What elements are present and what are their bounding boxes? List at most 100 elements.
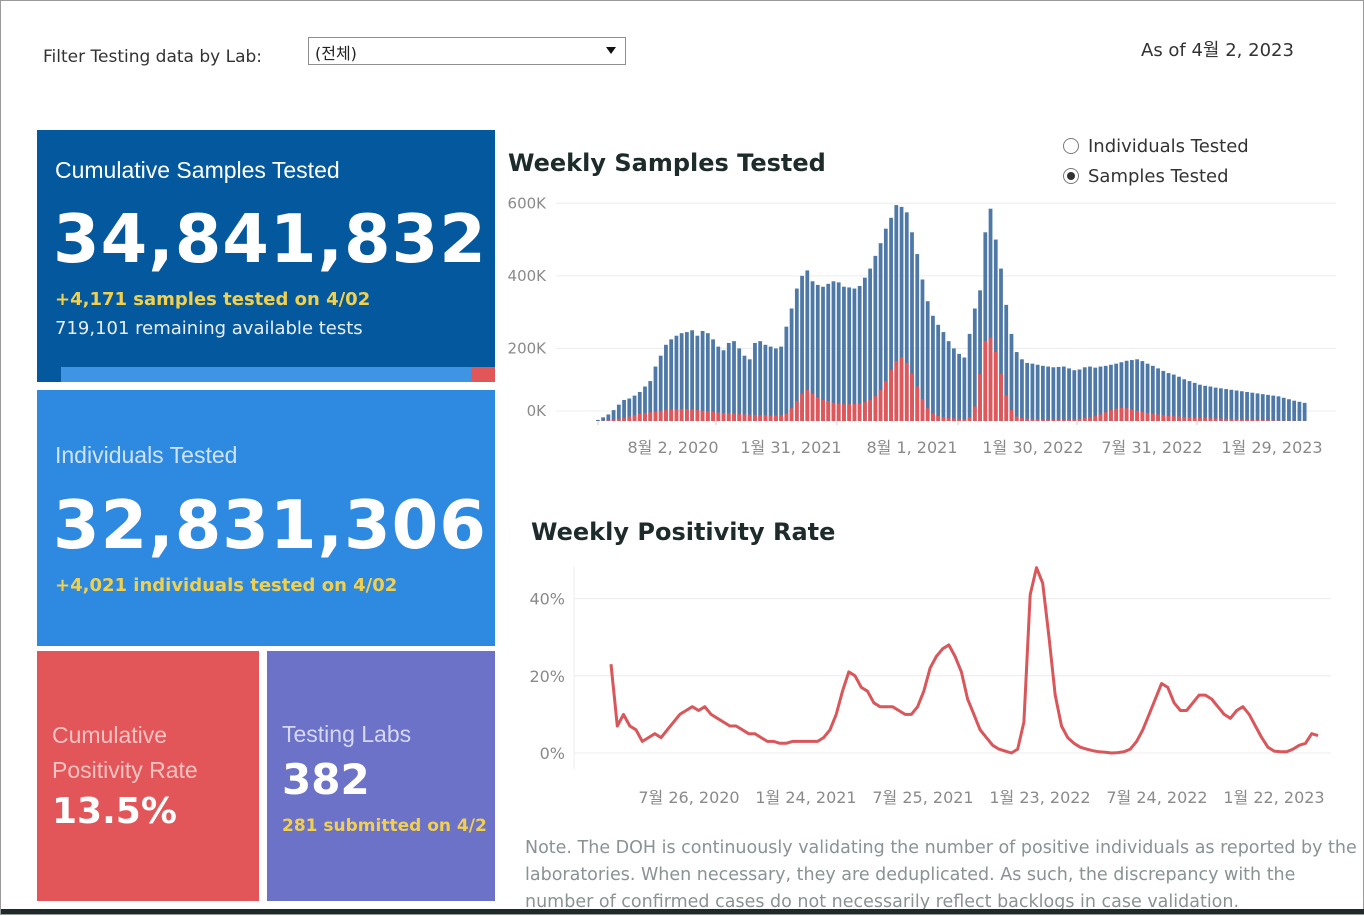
- positive-bar: [748, 415, 752, 421]
- positive-bar: [1031, 419, 1035, 421]
- samples-bar: [1031, 364, 1035, 421]
- positive-bar: [921, 399, 925, 421]
- positive-bar: [1261, 420, 1265, 421]
- positive-bar: [1067, 419, 1071, 421]
- caret-down-icon[interactable]: [606, 47, 616, 54]
- samples-bar: [1167, 373, 1171, 421]
- samples-bar: [926, 301, 930, 421]
- positive-bar: [879, 390, 883, 421]
- cumulative-samples-card: Cumulative Samples Tested 34,841,832 +4,…: [37, 130, 495, 382]
- positive-bar: [669, 410, 673, 421]
- positive-bar: [1041, 420, 1045, 421]
- positive-bar: [1177, 417, 1181, 421]
- positive-bar: [1188, 417, 1192, 421]
- positive-bar: [1125, 408, 1129, 421]
- data-note: Note. The DOH is continuously validating…: [525, 835, 1360, 916]
- positive-bar: [1256, 420, 1260, 421]
- samples-bar: [952, 348, 956, 421]
- positive-bar: [973, 406, 977, 421]
- positive-bar: [1167, 416, 1171, 421]
- positive-bar: [889, 370, 893, 421]
- toggle-label: Individuals Tested: [1088, 136, 1249, 157]
- lab-filter-dropdown[interactable]: (전체): [308, 37, 626, 65]
- samples-bar: [706, 333, 710, 421]
- samples-bar: [832, 281, 836, 421]
- samples-bar: [1015, 352, 1019, 421]
- positive-bar: [847, 404, 851, 421]
- positive-bar: [1209, 418, 1213, 421]
- positive-bar: [695, 410, 699, 421]
- samples-bar: [606, 414, 610, 421]
- positivity-rate-value: 13.5%: [52, 791, 177, 832]
- samples-bar: [931, 316, 935, 421]
- positive-bar: [926, 408, 930, 421]
- positive-bar: [1015, 417, 1019, 421]
- positive-bar: [947, 418, 951, 421]
- samples-bar: [1025, 363, 1029, 421]
- positive-bar: [1146, 413, 1150, 421]
- x-tick-label: 7월 31, 2022: [1101, 438, 1202, 457]
- positive-bar: [1099, 414, 1103, 421]
- positive-bar: [690, 409, 694, 421]
- positive-bar: [1245, 420, 1249, 421]
- positive-bar: [957, 419, 961, 421]
- samples-bar: [664, 345, 668, 421]
- samples-bar: [732, 341, 736, 421]
- positive-bar: [1057, 420, 1061, 421]
- positive-bar: [915, 387, 919, 421]
- positive-bar: [1109, 410, 1113, 421]
- x-tick-label: 7월 24, 2022: [1106, 788, 1207, 807]
- samples-bar: [1261, 394, 1265, 421]
- samples-bar: [1051, 367, 1055, 421]
- y-tick-label: 600K: [508, 194, 548, 212]
- samples-bar: [1287, 399, 1291, 421]
- capacity-bar-fill: [61, 367, 471, 382]
- positive-bar: [800, 394, 804, 421]
- samples-bar: [685, 332, 689, 421]
- positive-bar: [952, 418, 956, 421]
- samples-bar: [1088, 367, 1092, 421]
- samples-bar: [711, 339, 715, 421]
- positive-bar: [774, 416, 778, 421]
- samples-bar: [863, 278, 867, 421]
- card-title: Testing Labs: [282, 721, 411, 748]
- samples-bar: [596, 420, 600, 421]
- positive-bar: [1072, 419, 1076, 421]
- y-tick-label: 0%: [540, 744, 565, 763]
- samples-delta: +4,171 samples tested on 4/02: [55, 289, 370, 310]
- positive-bar: [1104, 412, 1108, 421]
- samples-bar: [826, 284, 830, 421]
- weekly-positivity-title: Weekly Positivity Rate: [531, 518, 835, 546]
- positive-bar: [1198, 418, 1202, 421]
- samples-bar: [1010, 334, 1014, 421]
- samples-bar: [1292, 401, 1296, 421]
- card-title-line2: Positivity Rate: [52, 757, 198, 784]
- samples-bar: [1177, 377, 1181, 421]
- samples-bar: [727, 343, 731, 421]
- samples-bar: [1041, 366, 1045, 421]
- toggle-label: Samples Tested: [1088, 166, 1229, 187]
- positive-bar: [617, 419, 621, 421]
- samples-bar: [1303, 403, 1307, 421]
- samples-bar: [1188, 381, 1192, 421]
- weekly-samples-title: Weekly Samples Tested: [508, 149, 826, 177]
- individuals-tested-value: 32,831,306: [53, 486, 487, 564]
- samples-bar: [1083, 367, 1087, 421]
- samples-bar: [1093, 368, 1097, 421]
- radio-button-icon[interactable]: [1063, 168, 1079, 184]
- radio-button-icon[interactable]: [1063, 138, 1079, 154]
- lab-filter-value: (전체): [315, 44, 357, 63]
- samples-bar: [675, 336, 679, 421]
- samples-bar: [1271, 396, 1275, 421]
- positive-bar: [863, 402, 867, 421]
- toggle-individuals-tested[interactable]: Individuals Tested: [1063, 131, 1249, 161]
- positive-bar: [779, 415, 783, 421]
- positive-bar: [821, 400, 825, 421]
- samples-bar: [1151, 366, 1155, 421]
- samples-bar: [1156, 368, 1160, 421]
- positive-bar: [1130, 409, 1134, 421]
- positive-bar: [905, 363, 909, 421]
- positive-bar: [968, 417, 972, 421]
- positive-bar: [853, 404, 857, 421]
- samples-bar: [1266, 395, 1270, 421]
